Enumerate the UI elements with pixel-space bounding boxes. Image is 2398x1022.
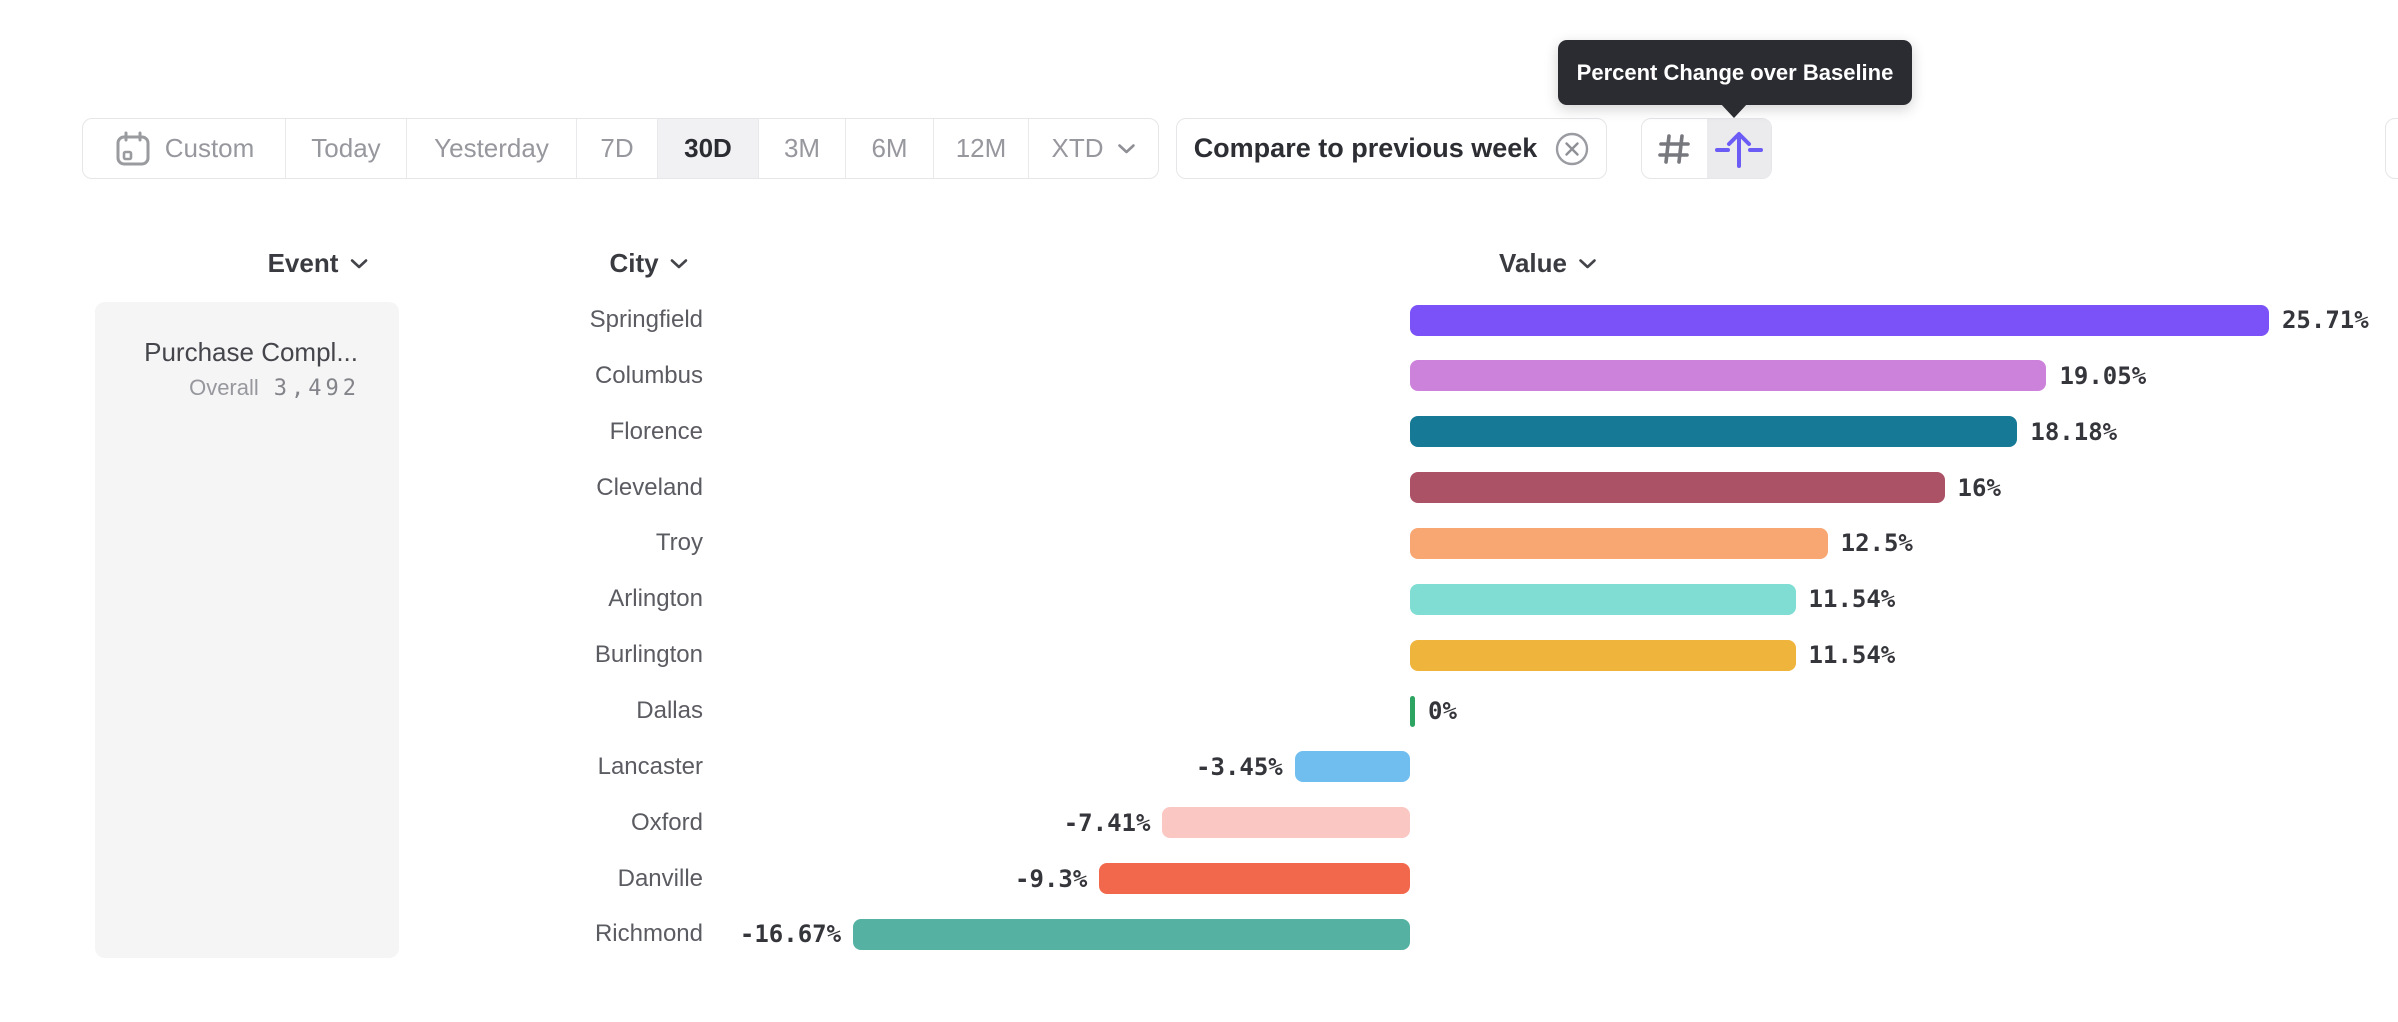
tooltip-arrow [1720,103,1748,118]
grid-view-button[interactable] [1642,119,1707,178]
bar-danville[interactable] [1099,863,1410,895]
city-label-springfield[interactable]: Springfield [589,306,703,333]
bar-value-oxford: -7.41% [1063,808,1151,837]
preset-custom[interactable]: Custom [83,119,286,178]
bar-arlington[interactable] [1410,583,1796,615]
compare-pill[interactable]: Compare to previous week [1176,118,1607,179]
overall-value: 3,492 [273,376,360,401]
bar-troy[interactable] [1410,527,1828,559]
compare-label: Compare to previous week [1193,133,1538,163]
city-label-oxford[interactable]: Oxford [630,808,703,836]
bar-dallas[interactable] [1410,695,1415,727]
bar-springfield[interactable] [1410,304,2269,336]
city-label-cleveland[interactable]: Cleveland [596,473,703,501]
city-label-danville[interactable]: Danville [617,864,703,892]
chevron-down-icon [1578,258,1597,270]
preset-label: Today [311,133,381,163]
bar-value-richmond: -16.67% [739,920,842,949]
event-title: Purchase Compl... [144,337,358,367]
bar-value-springfield: 25.71% [2281,306,2369,334]
bar-columbus[interactable] [1410,360,2047,392]
preset-label: 12M [955,133,1007,163]
bar-value-dallas: 0% [1428,697,1457,726]
city-label-troy[interactable]: Troy [655,529,703,557]
baseline-arrow-icon [1713,128,1765,170]
preset-6m[interactable]: 6M [846,119,934,178]
bar-value-burlington: 11.54% [1808,641,1896,670]
city-label-arlington[interactable]: Arlington [608,585,703,613]
bar-florence[interactable] [1410,416,2018,448]
bar-richmond[interactable] [853,918,1410,950]
event-overall: Overall 3,492 [189,375,360,401]
bar-value-cleveland: 16% [1957,473,2001,502]
preset-label: XTD [1051,133,1104,163]
date-range-toolbar: Custom Today Yesterday 7D 30D 3M 6M 12M XTD [82,118,1159,179]
preset-label: 6M [871,133,908,163]
chevron-down-icon [670,258,689,270]
hash-icon [1655,130,1693,168]
tooltip: Percent Change over Baseline [1558,40,1912,105]
bar-value-florence: 18.18% [2030,417,2118,446]
preset-label: 3M [783,133,821,163]
bar-cleveland[interactable] [1410,472,1945,504]
percent-change-button[interactable] [1706,119,1771,178]
preset-today[interactable]: Today [286,119,407,178]
column-header-city[interactable]: City [609,248,688,279]
column-header-event[interactable]: Event [268,248,369,279]
event-header-label: Event [267,248,339,278]
preset-yesterday[interactable]: Yesterday [407,119,577,178]
bar-lancaster[interactable] [1294,751,1410,783]
city-label-richmond[interactable]: Richmond [594,920,703,948]
preset-xtd[interactable]: XTD [1029,119,1158,178]
view-toggle-group [1641,118,1772,179]
city-label-dallas[interactable]: Dallas [636,697,703,725]
bar-value-danville: -9.3% [1015,864,1088,893]
chevron-down-icon [1117,143,1136,155]
preset-label: Custom [164,133,255,163]
preset-label: Yesterday [434,133,549,163]
chevron-down-icon [349,258,368,270]
preset-30d[interactable]: 30D [658,119,759,178]
tooltip-text: Percent Change over Baseline [1576,59,1894,85]
city-label-florence[interactable]: Florence [609,417,703,445]
preset-3m[interactable]: 3M [759,119,846,178]
bar-value-arlington: 11.54% [1808,585,1896,614]
preset-7d[interactable]: 7D [577,119,658,178]
calendar-icon [114,131,152,167]
bar-burlington[interactable] [1410,639,1796,671]
bar-value-columbus: 19.05% [2059,361,2147,390]
city-label-columbus[interactable]: Columbus [594,361,703,389]
edge-cutoff-button[interactable] [2385,118,2398,179]
overall-label: Overall [189,375,259,400]
column-header-value[interactable]: Value [1499,248,1597,279]
circle-x-icon[interactable] [1555,132,1589,166]
city-label-burlington[interactable]: Burlington [594,641,703,669]
city-header-label: City [609,248,659,278]
event-panel[interactable] [95,302,399,958]
bar-value-lancaster: -3.45% [1196,752,1283,781]
bar-oxford[interactable] [1162,807,1410,839]
value-header-label: Value [1499,248,1567,278]
preset-12m[interactable]: 12M [934,119,1029,178]
city-label-lancaster[interactable]: Lancaster [597,752,703,780]
preset-label: 7D [600,133,634,163]
preset-label: 30D [684,133,732,163]
bar-value-troy: 12.5% [1840,529,1913,558]
